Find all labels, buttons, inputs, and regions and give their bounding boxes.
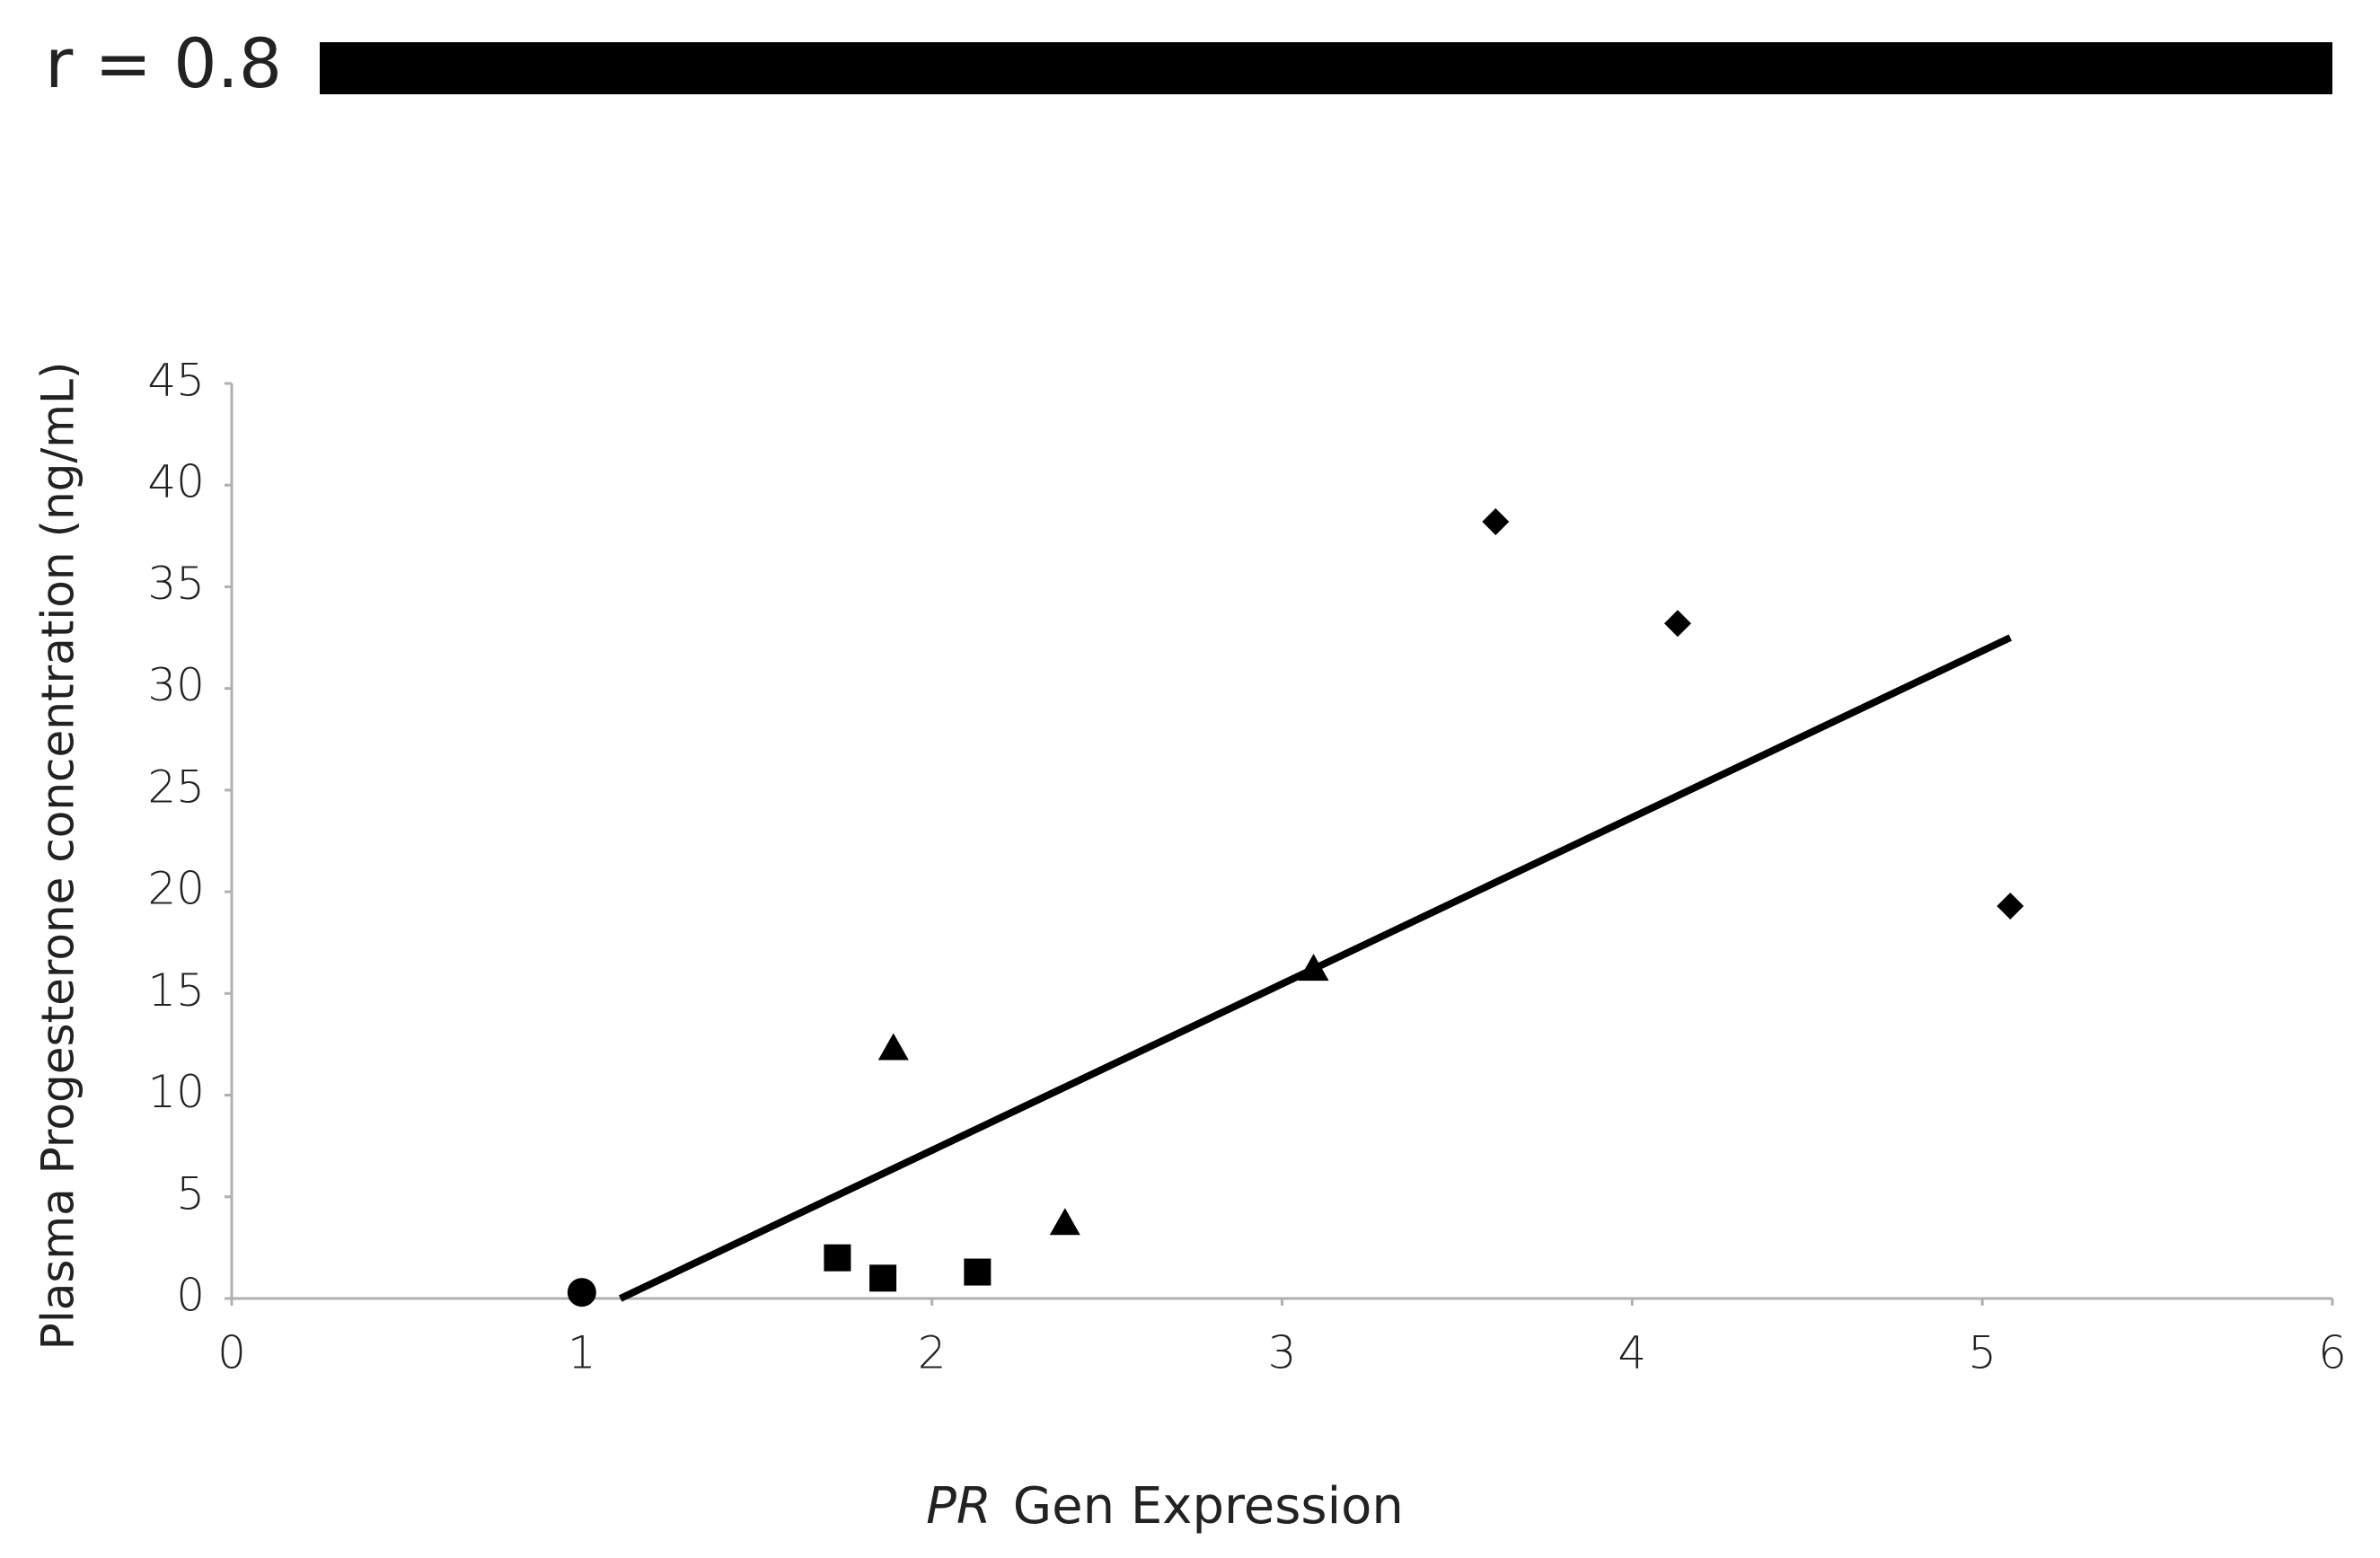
x-tick-label: 6 (2318, 1327, 2347, 1379)
x-tick-label: 0 (217, 1327, 246, 1379)
y-tick-label: 20 (147, 863, 205, 915)
y-tick-label: 40 (147, 456, 205, 508)
point-triangle (1298, 954, 1329, 981)
point-diamond (1482, 507, 1510, 535)
point-circle (567, 1278, 596, 1307)
point-diamond (1997, 892, 2024, 920)
y-tick-label: 25 (147, 761, 205, 813)
x-tick-label: 5 (1968, 1327, 1997, 1379)
y-tick-label: 15 (147, 964, 205, 1017)
x-tick-label: 1 (568, 1327, 596, 1379)
x-axis-label-italic: PR (926, 1477, 992, 1536)
point-square (869, 1264, 897, 1292)
x-axis-label-text: Gen Expression (1013, 1477, 1404, 1536)
y-tick-label: 35 (147, 558, 205, 610)
redaction-bar (320, 42, 2332, 94)
chart-title: r = 0.8 (45, 23, 282, 103)
point-triangle (877, 1033, 909, 1061)
y-tick-label: 5 (176, 1167, 205, 1219)
y-axis-label: Plasma Progesterone concentration (ng/mL… (32, 362, 84, 1351)
y-tick-label: 10 (147, 1066, 205, 1118)
x-tick-label: 4 (1618, 1327, 1646, 1379)
y-tick-label: 45 (147, 355, 205, 407)
y-tick-label: 0 (176, 1270, 205, 1322)
point-triangle (1049, 1208, 1080, 1236)
point-square (964, 1258, 992, 1286)
x-axis-label: PR Gen Expression (926, 1477, 1404, 1536)
x-tick-label: 3 (1268, 1327, 1297, 1379)
point-diamond (1664, 610, 1692, 638)
point-square (824, 1244, 851, 1272)
y-tick-label: 30 (147, 659, 205, 711)
x-tick-label: 2 (918, 1327, 947, 1379)
